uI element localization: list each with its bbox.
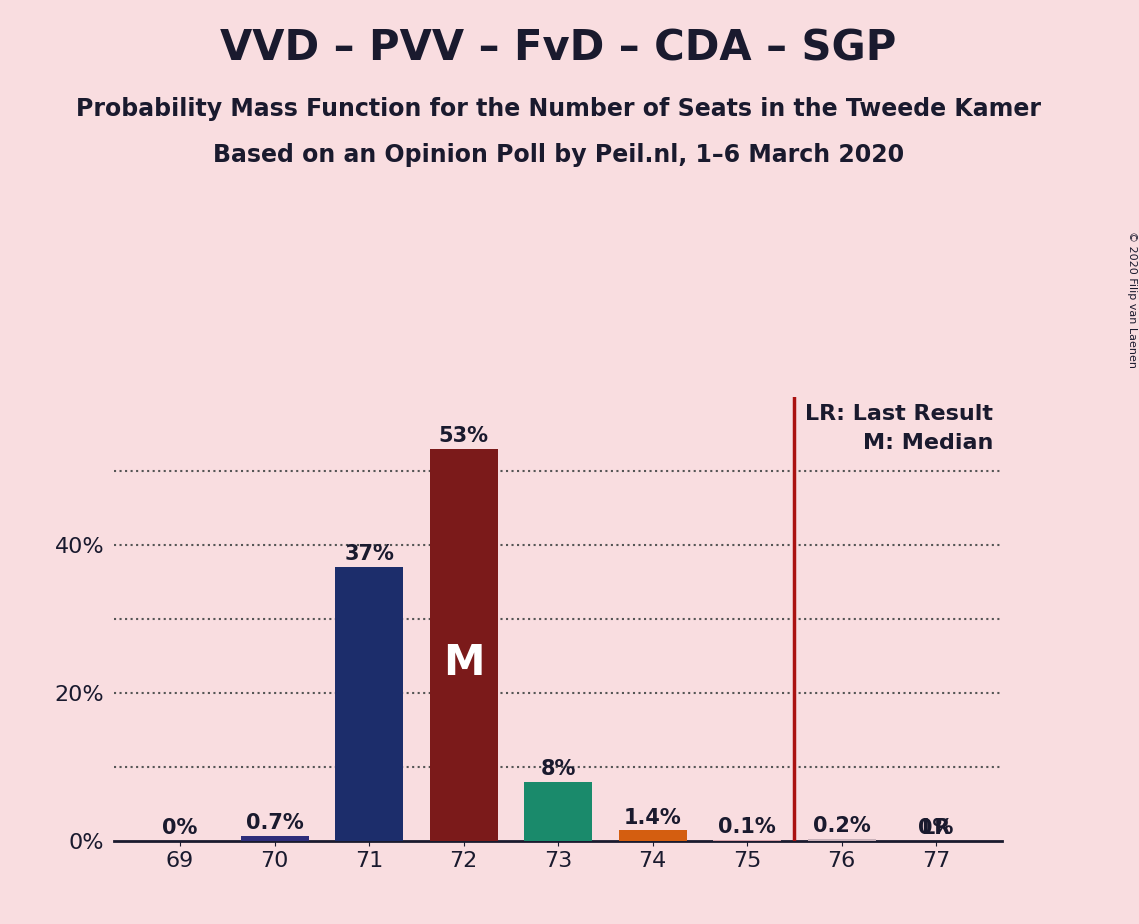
Bar (808, 839, 876, 841)
Text: 1.4%: 1.4% (624, 808, 681, 828)
Text: 53%: 53% (439, 426, 489, 446)
Text: 37%: 37% (344, 544, 394, 565)
Text: LR: LR (921, 818, 951, 838)
Text: Probability Mass Function for the Number of Seats in the Tweede Kamer: Probability Mass Function for the Number… (75, 97, 1041, 121)
Text: 0.7%: 0.7% (246, 813, 303, 833)
Text: M: M (443, 642, 484, 684)
Text: 0%: 0% (918, 818, 953, 838)
Text: 0%: 0% (163, 818, 198, 838)
Bar (618, 831, 687, 841)
Bar (429, 449, 498, 841)
Text: 0.2%: 0.2% (813, 817, 870, 836)
Text: Based on an Opinion Poll by Peil.nl, 1–6 March 2020: Based on an Opinion Poll by Peil.nl, 1–6… (213, 143, 903, 167)
Bar (524, 782, 592, 841)
Bar (240, 835, 309, 841)
Text: LR: Last Result: LR: Last Result (805, 404, 993, 424)
Text: VVD – PVV – FvD – CDA – SGP: VVD – PVV – FvD – CDA – SGP (220, 28, 896, 69)
Text: M: Median: M: Median (863, 432, 993, 453)
Text: © 2020 Filip van Laenen: © 2020 Filip van Laenen (1126, 231, 1137, 368)
Text: 0.1%: 0.1% (719, 817, 776, 837)
Text: 8%: 8% (540, 759, 576, 779)
Bar (335, 567, 403, 841)
